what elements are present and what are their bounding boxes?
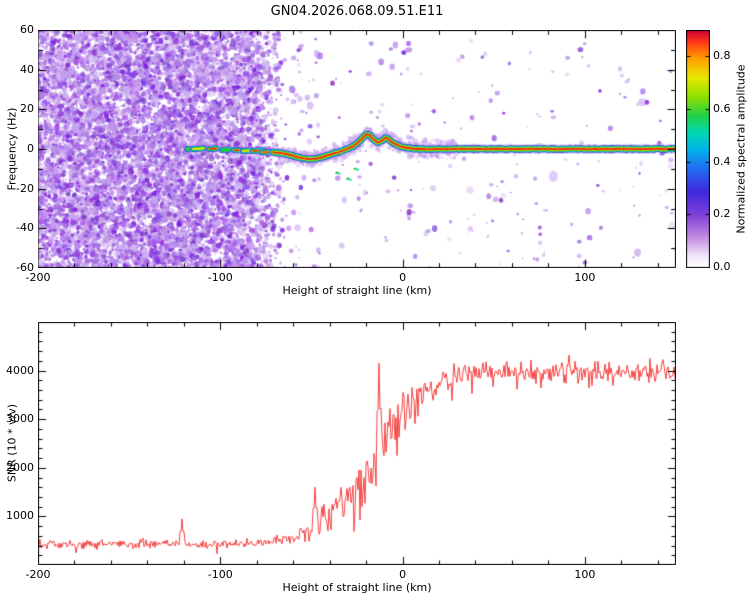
snr-y-axis-label: SNR (10 * v/v) — [5, 403, 19, 483]
spectrogram-y-tick-label: 40 — [20, 62, 34, 76]
colorbar-tick-label: 0.4 — [713, 154, 731, 168]
spectrogram-y-axis-label: Frequency (Hz) — [5, 107, 19, 191]
snr-x-tick-label: -100 — [207, 568, 233, 581]
spectrogram-y-tick-label: -60 — [16, 261, 34, 274]
figure-title: GN04.2026.068.09.51.E11 — [270, 4, 444, 19]
snr-y-tick-label: 1000 — [6, 509, 34, 523]
snr-x-tick-label: -200 — [25, 568, 51, 581]
snr-x-tick-label: 0 — [399, 568, 407, 581]
colorbar-canvas — [686, 30, 710, 268]
snr-x-tick-label: 100 — [574, 568, 596, 581]
colorbar-label: Normalized spectral amplitude — [734, 64, 748, 234]
spectrogram-x-tick-label: 0 — [399, 271, 407, 284]
colorbar-tick-label: 0.0 — [713, 260, 731, 273]
spectrogram-x-axis-label: Height of straight line (km) — [282, 284, 432, 297]
spectrogram-x-tick-label: 100 — [574, 271, 596, 284]
colorbar-tick-label: 0.2 — [713, 207, 731, 221]
spectrogram-canvas — [38, 30, 676, 268]
snr-canvas — [38, 322, 676, 565]
snr-x-axis-label: Height of straight line (km) — [282, 581, 432, 594]
colorbar-tick-label: 0.6 — [713, 102, 731, 115]
colorbar-tick-label: 0.8 — [713, 49, 731, 63]
spectrogram-y-tick-label: 60 — [20, 23, 34, 36]
snr-y-tick-label: 4000 — [6, 363, 34, 377]
spectrogram-y-tick-label: -40 — [16, 221, 34, 235]
spectrogram-x-tick-label: -200 — [25, 271, 51, 284]
spectrogram-x-tick-label: -100 — [207, 271, 233, 284]
